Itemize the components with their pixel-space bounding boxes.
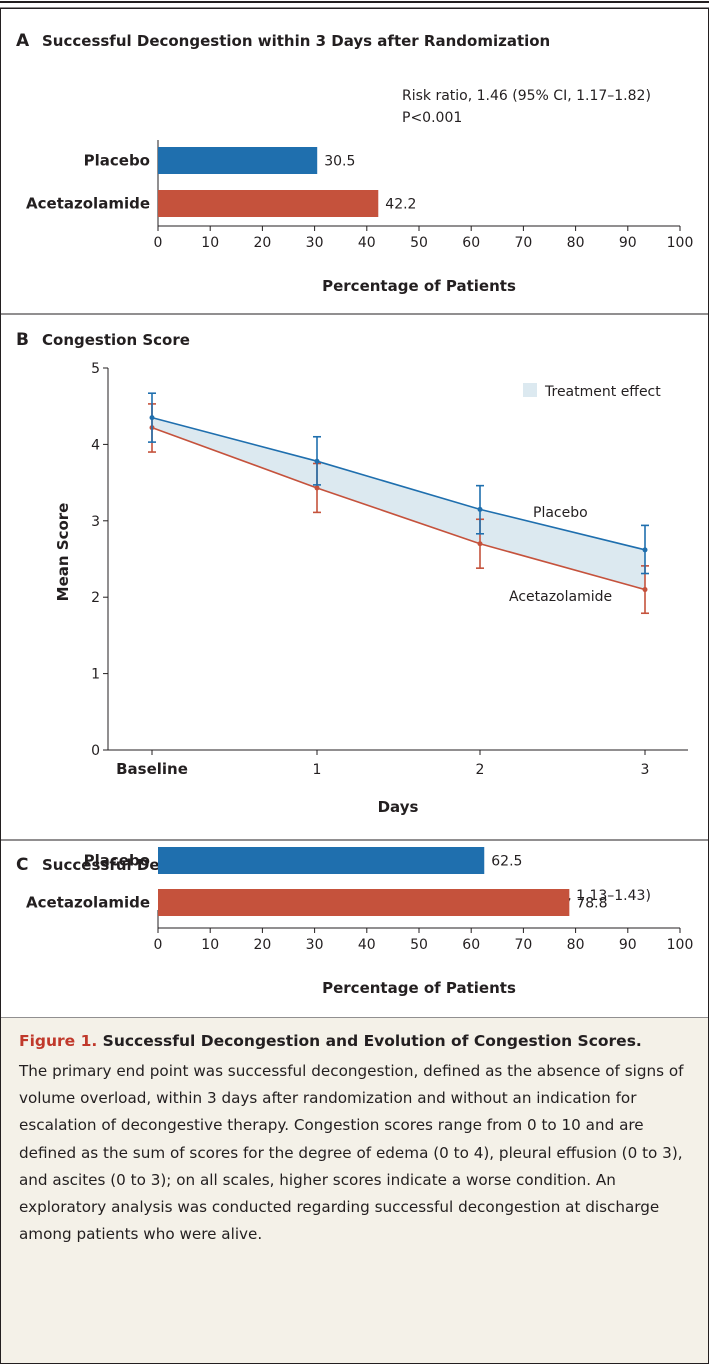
x-tick-label: 40 [358,937,376,953]
point-placebo [477,506,483,512]
y-tick-label: 3 [91,514,100,530]
x-tick-label: 100 [667,937,694,953]
point-placebo [314,458,320,464]
series-label-acetazolamide: Acetazolamide [509,589,612,605]
caption-title-line: Figure 1. Successful Decongestion and Ev… [19,1030,694,1052]
y-tick-label: 2 [91,590,100,606]
x-tick-label: 40 [358,235,376,251]
panel-c-x-axis-title: Percentage of Patients [322,979,516,997]
y-tick-label: 5 [91,361,100,377]
series-label-placebo: Placebo [533,505,588,521]
panel-b-x-axis-title: Days [378,798,419,816]
bar-value-label: 78.8 [576,896,607,912]
series-line-acetazolamide [151,426,646,591]
x-tick-label: Baseline [116,760,188,778]
x-tick-label: 80 [567,235,585,251]
x-tick-label: 10 [201,235,219,251]
panel-a-letter: A [16,31,30,51]
point-acetazolamide [314,485,320,491]
series-line-placebo [151,416,646,551]
bar-value-label: 62.5 [491,854,522,870]
x-tick-label: 60 [462,937,480,953]
point-acetazolamide [477,541,483,547]
panel-b-y-axis-title: Mean Score [54,503,72,602]
panel-a-title: Successful Decongestion within 3 Days af… [42,32,550,50]
x-tick-label: 20 [253,235,271,251]
x-tick-label: 60 [462,235,480,251]
point-placebo [642,547,648,553]
panel-a-annotation-2: P<0.001 [402,110,462,126]
caption-title: Successful Decongestion and Evolution of… [102,1032,642,1050]
x-tick-label: 0 [154,937,163,953]
panel-a: A Successful Decongestion within 3 Days … [16,31,693,295]
x-tick-label: 1 [313,762,322,778]
panel-a-annotation-1: Risk ratio, 1.46 (95% CI, 1.17–1.82) [402,88,651,104]
x-tick-label: 3 [641,762,650,778]
panel-b-letter: B [16,330,29,350]
figure-caption: Figure 1. Successful Decongestion and Ev… [1,1018,708,1363]
x-tick-label: 20 [253,937,271,953]
x-tick-label: 100 [667,235,694,251]
category-label: Acetazolamide [26,195,150,213]
y-tick-label: 4 [91,437,100,453]
x-tick-label: 50 [410,235,428,251]
panel-c-letter: C [16,855,28,875]
caption-body: The primary end point was successful dec… [19,1062,684,1244]
bar-placebo [158,847,485,874]
legend-swatch [523,383,537,397]
panel-a-x-axis-title: Percentage of Patients [322,277,516,295]
point-acetazolamide [642,587,648,593]
x-tick-label: 2 [476,762,485,778]
y-tick-label: 1 [91,667,100,683]
x-tick-label: 30 [306,937,324,953]
x-tick-label: 10 [201,937,219,953]
bar-placebo [158,147,318,174]
bar-value-label: 42.2 [385,197,416,213]
y-tick-label: 0 [91,743,100,759]
x-tick-label: 90 [619,937,637,953]
x-tick-label: 90 [619,235,637,251]
bar-acetazolamide [158,190,379,217]
point-placebo [149,415,155,421]
panel-b: B Congestion Score Treatment effect 0 1 2 3… [16,330,688,816]
category-label: Placebo [84,152,150,170]
category-label: Acetazolamide [26,894,150,912]
x-tick-label: 70 [514,235,532,251]
treatment-effect-band [152,417,645,590]
legend-label: Treatment effect [544,384,661,400]
x-tick-label: 50 [410,937,428,953]
panel-c: C Successful Decongestion at Discharge R… [16,847,693,997]
category-label: Placebo [84,852,150,870]
x-tick-label: 30 [306,235,324,251]
bar-acetazolamide [158,889,570,916]
x-tick-label: 70 [514,937,532,953]
x-tick-label: 80 [567,937,585,953]
panel-b-title: Congestion Score [42,331,190,349]
caption-label: Figure 1. [19,1032,98,1050]
bar-value-label: 30.5 [324,154,355,170]
x-tick-label: 0 [154,235,163,251]
